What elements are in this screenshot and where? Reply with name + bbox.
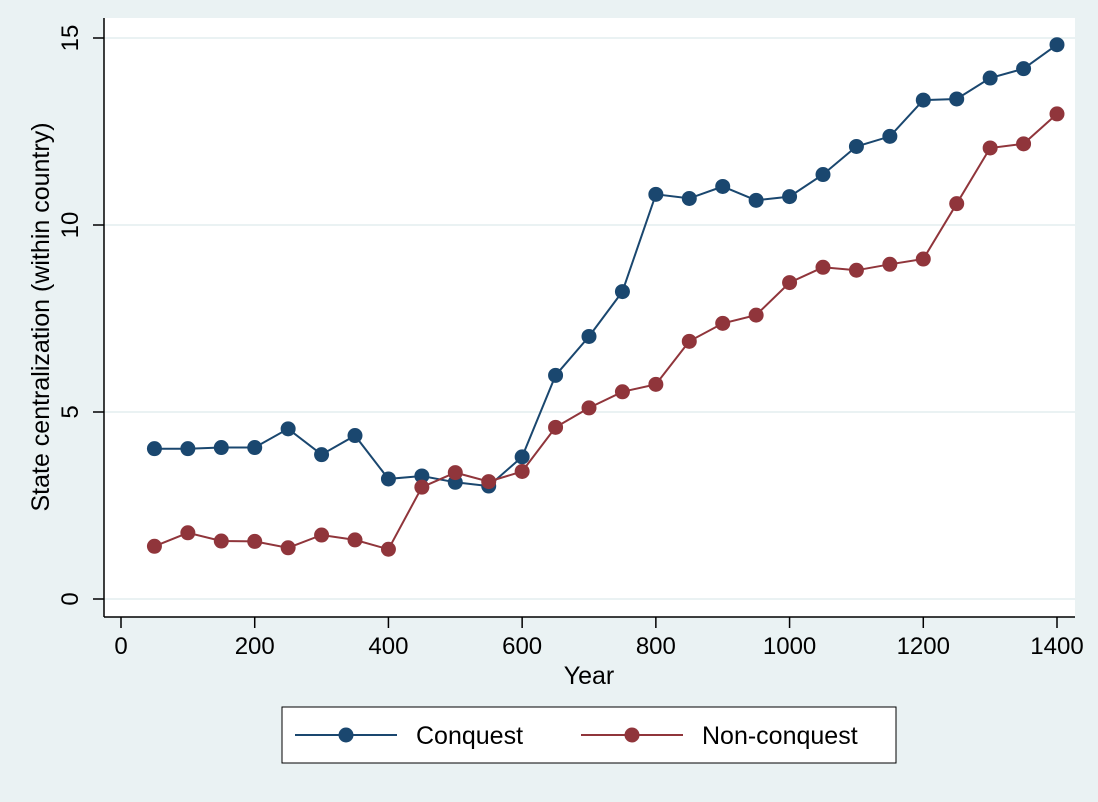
data-point-non-conquest (481, 474, 497, 490)
data-point-conquest (882, 128, 898, 144)
data-point-non-conquest (815, 259, 831, 275)
legend-marker-non-conquest (624, 727, 640, 743)
data-point-conquest (1016, 61, 1032, 77)
data-point-non-conquest (1049, 106, 1065, 122)
data-point-conquest (146, 441, 162, 457)
data-point-conquest (414, 468, 430, 484)
data-point-conquest (715, 178, 731, 194)
data-point-non-conquest (681, 333, 697, 349)
y-tick-label: 5 (57, 405, 84, 418)
series-group (146, 37, 1065, 557)
data-point-conquest (514, 449, 530, 465)
data-point-non-conquest (314, 527, 330, 543)
data-point-conquest (848, 138, 864, 154)
data-point-conquest (949, 91, 965, 107)
data-point-conquest (380, 471, 396, 487)
y-axis-title: State centralization (within country) (27, 122, 55, 511)
data-point-conquest (280, 421, 296, 437)
x-tick-label: 1400 (1030, 633, 1083, 660)
legend: Conquest Non-conquest (281, 706, 897, 764)
x-tick-label: 600 (502, 633, 542, 660)
y-axis-ticks: 0 5 10 15 (57, 25, 104, 606)
data-point-conquest (213, 440, 229, 456)
y-tick-label: 15 (57, 25, 84, 52)
data-point-non-conquest (715, 315, 731, 331)
data-point-non-conquest (614, 384, 630, 400)
data-point-non-conquest (280, 540, 296, 556)
data-point-non-conquest (782, 275, 798, 291)
x-tick-label: 400 (368, 633, 408, 660)
data-point-non-conquest (247, 533, 263, 549)
data-point-non-conquest (581, 400, 597, 416)
data-point-non-conquest (982, 140, 998, 156)
y-tick-label: 10 (57, 212, 84, 239)
data-point-non-conquest (548, 419, 564, 435)
data-point-non-conquest (514, 463, 530, 479)
data-point-non-conquest (848, 262, 864, 278)
data-point-non-conquest (882, 256, 898, 272)
data-point-non-conquest (915, 251, 931, 267)
data-point-non-conquest (380, 541, 396, 557)
data-point-conquest (681, 190, 697, 206)
x-tick-label: 200 (235, 633, 275, 660)
data-point-non-conquest (213, 533, 229, 549)
data-point-conquest (1049, 37, 1065, 53)
data-point-non-conquest (414, 479, 430, 495)
data-point-conquest (548, 367, 564, 383)
x-tick-label: 1200 (897, 633, 950, 660)
data-point-non-conquest (447, 465, 463, 481)
legend-label-non-conquest: Non-conquest (702, 722, 858, 750)
series-line-non-conquest (154, 113, 1058, 551)
data-point-conquest (347, 428, 363, 444)
data-point-conquest (314, 447, 330, 463)
gridlines (104, 37, 1075, 600)
data-point-non-conquest (1016, 136, 1032, 152)
data-point-conquest (581, 328, 597, 344)
x-axis-ticks: 0 200 400 600 800 1000 1200 1400 (114, 617, 1084, 660)
plot-area (104, 18, 1075, 617)
data-point-conquest (982, 70, 998, 86)
data-point-non-conquest (949, 196, 965, 212)
x-tick-label: 0 (114, 633, 127, 660)
data-point-conquest (180, 441, 196, 457)
data-point-conquest (815, 167, 831, 183)
data-point-conquest (247, 440, 263, 456)
data-point-non-conquest (180, 525, 196, 541)
x-tick-label: 1000 (763, 633, 816, 660)
data-point-non-conquest (146, 538, 162, 554)
data-point-non-conquest (347, 532, 363, 548)
x-tick-label: 800 (636, 633, 676, 660)
legend-label-conquest: Conquest (416, 722, 523, 750)
data-point-conquest (782, 189, 798, 205)
data-point-non-conquest (748, 307, 764, 323)
series-line-conquest (154, 43, 1058, 488)
data-point-conquest (614, 284, 630, 300)
legend-marker-conquest (338, 727, 354, 743)
x-axis-title: Year (564, 662, 615, 690)
data-point-conquest (915, 92, 931, 108)
y-tick-label: 0 (57, 592, 84, 605)
data-point-conquest (748, 192, 764, 208)
data-point-conquest (648, 186, 664, 202)
data-point-non-conquest (648, 376, 664, 392)
